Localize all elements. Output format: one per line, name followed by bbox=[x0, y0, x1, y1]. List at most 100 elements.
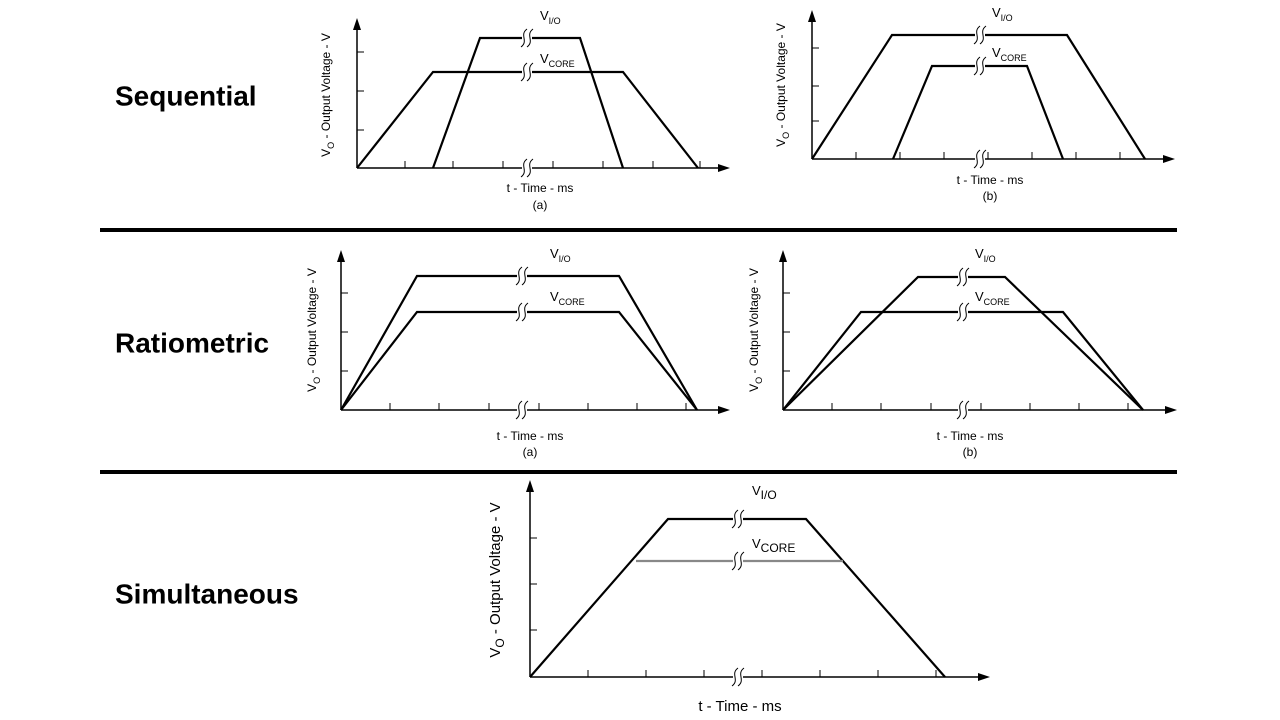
label-main: V bbox=[305, 384, 319, 392]
break-mark bbox=[973, 56, 981, 76]
arrow bbox=[1163, 155, 1175, 163]
curve-label: VCORE bbox=[540, 51, 575, 69]
arrow bbox=[808, 10, 816, 22]
section-title: Sequential bbox=[115, 80, 257, 111]
break-gap bbox=[958, 401, 968, 419]
caption: (b) bbox=[983, 189, 998, 203]
curve-label: VI/O bbox=[992, 5, 1013, 23]
break-gap bbox=[975, 150, 985, 168]
arrow bbox=[718, 406, 730, 414]
caption: (a) bbox=[533, 198, 548, 212]
label-rest: - Output Voltage - V bbox=[774, 23, 788, 132]
label-sub: I/O bbox=[549, 16, 561, 26]
label-sub: O bbox=[312, 377, 322, 384]
break-mark bbox=[515, 266, 523, 286]
break-gap bbox=[522, 159, 532, 177]
arrow bbox=[1165, 406, 1177, 414]
break-mark bbox=[737, 551, 745, 571]
break-mark bbox=[520, 28, 528, 48]
label-main: V bbox=[550, 246, 559, 261]
x-axis-label: t - Time - ms bbox=[698, 698, 781, 715]
break-mark bbox=[515, 302, 523, 322]
break-mark bbox=[956, 267, 964, 287]
section-title: Ratiometric bbox=[115, 327, 269, 358]
curve-label: VI/O bbox=[540, 8, 561, 26]
x-axis-label: t - Time - ms bbox=[957, 173, 1024, 187]
caption: (b) bbox=[963, 445, 978, 459]
x-axis-label: t - Time - ms bbox=[497, 429, 564, 443]
break-gap bbox=[733, 668, 743, 686]
break-mark bbox=[521, 400, 529, 420]
break-gap bbox=[517, 267, 527, 285]
break-mark bbox=[979, 25, 987, 45]
arrow bbox=[718, 164, 730, 172]
break-gap bbox=[958, 268, 968, 286]
label-rest: - Output Voltage - V bbox=[747, 268, 761, 377]
label-rest: - Output Voltage - V bbox=[487, 502, 504, 638]
label-main: V bbox=[752, 536, 761, 551]
break-mark bbox=[526, 158, 534, 178]
label-main: V bbox=[550, 289, 559, 304]
break-gap bbox=[975, 57, 985, 75]
break-gap bbox=[733, 552, 743, 570]
break-mark bbox=[973, 149, 981, 169]
y-axis-label: VO - Output Voltage - V bbox=[487, 502, 507, 657]
label-sub: CORE bbox=[761, 541, 796, 555]
break-mark bbox=[737, 509, 745, 529]
break-mark bbox=[526, 28, 534, 48]
break-gap bbox=[733, 510, 743, 528]
curve-label: VCORE bbox=[550, 289, 585, 307]
curve-label: VCORE bbox=[975, 289, 1010, 307]
break-mark bbox=[731, 551, 739, 571]
arrow bbox=[978, 673, 990, 681]
label-sub: O bbox=[493, 638, 507, 647]
break-mark bbox=[962, 400, 970, 420]
break-mark bbox=[520, 158, 528, 178]
y-axis-label: VO - Output Voltage - V bbox=[319, 33, 336, 157]
curve-label: VCORE bbox=[992, 45, 1027, 63]
curve-label: VI/O bbox=[752, 483, 777, 502]
break-mark bbox=[521, 302, 529, 322]
label-main: V bbox=[975, 246, 984, 261]
curve-label: VI/O bbox=[550, 246, 571, 264]
break-mark bbox=[962, 302, 970, 322]
break-gap bbox=[975, 26, 985, 44]
break-mark bbox=[521, 266, 529, 286]
break-mark bbox=[737, 667, 745, 687]
label-sub: O bbox=[781, 132, 791, 139]
y-axis-label: VO - Output Voltage - V bbox=[305, 268, 322, 392]
label-sub: I/O bbox=[559, 254, 571, 264]
break-mark bbox=[979, 149, 987, 169]
label-sub: I/O bbox=[1001, 13, 1013, 23]
break-gap bbox=[522, 63, 532, 81]
break-mark bbox=[520, 62, 528, 82]
break-mark bbox=[515, 400, 523, 420]
label-main: V bbox=[992, 45, 1001, 60]
label-main: V bbox=[774, 139, 788, 147]
x-axis-label: t - Time - ms bbox=[937, 429, 1004, 443]
label-sub: CORE bbox=[549, 59, 575, 69]
label-main: V bbox=[540, 51, 549, 66]
label-main: V bbox=[975, 289, 984, 304]
break-mark bbox=[526, 62, 534, 82]
label-main: V bbox=[540, 8, 549, 23]
label-sub: CORE bbox=[559, 297, 585, 307]
break-mark bbox=[973, 25, 981, 45]
label-sub: O bbox=[754, 377, 764, 384]
label-sub: O bbox=[326, 142, 336, 149]
x-axis-label: t - Time - ms bbox=[507, 181, 574, 195]
break-mark bbox=[956, 302, 964, 322]
break-gap bbox=[958, 303, 968, 321]
y-axis-label: VO - Output Voltage - V bbox=[774, 23, 791, 147]
arrow bbox=[353, 18, 361, 30]
break-mark bbox=[731, 509, 739, 529]
curve-label: VI/O bbox=[975, 246, 996, 264]
arrow bbox=[779, 250, 787, 262]
label-main: V bbox=[487, 648, 504, 658]
break-mark bbox=[979, 56, 987, 76]
break-mark bbox=[731, 667, 739, 687]
curve-label: VCORE bbox=[752, 536, 795, 555]
